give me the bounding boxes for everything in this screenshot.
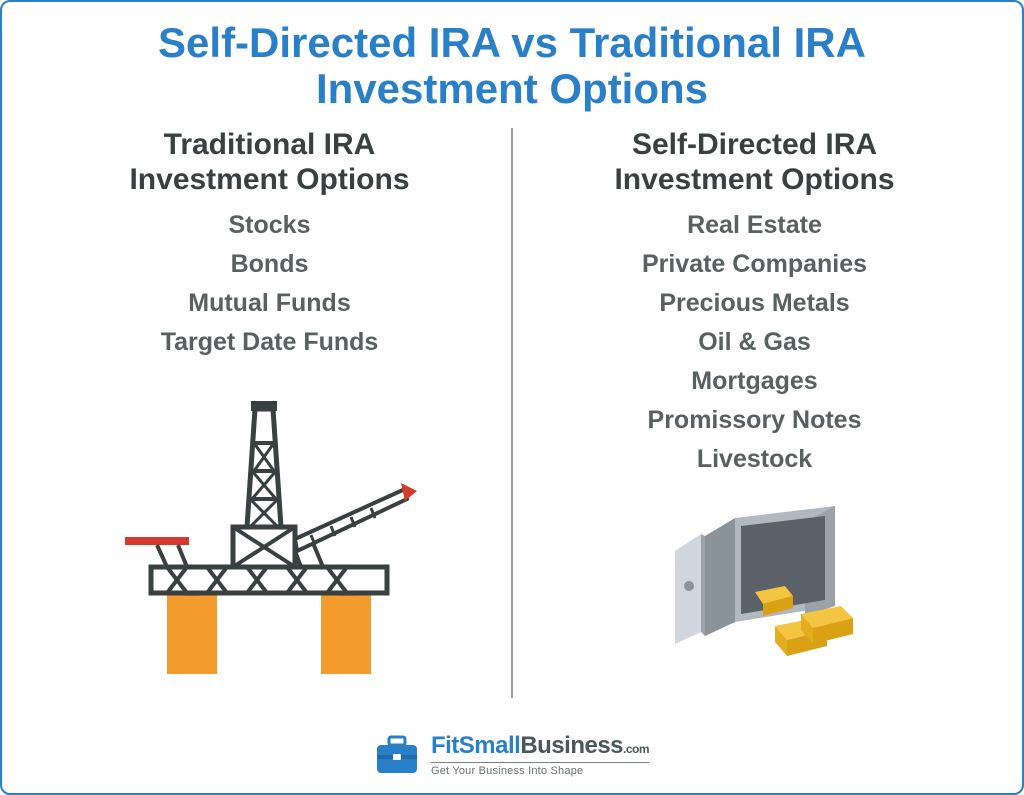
- list-item: Livestock: [537, 445, 972, 474]
- left-title-line2: Investment Options: [129, 163, 409, 196]
- list-item: Stocks: [52, 211, 487, 240]
- brand-name: FitSmallBusiness.com: [431, 732, 649, 760]
- right-title-line2: Investment Options: [614, 163, 894, 196]
- list-item: Bonds: [52, 250, 487, 279]
- list-item: Precious Metals: [537, 289, 972, 318]
- right-items-list: Real Estate Private Companies Precious M…: [537, 211, 972, 474]
- oil-rig-illustration: [52, 379, 487, 689]
- safe-gold-illustration: [537, 496, 972, 666]
- left-items-list: Stocks Bonds Mutual Funds Target Date Fu…: [52, 211, 487, 357]
- brand-business: Business: [520, 732, 623, 759]
- briefcase-icon: [375, 735, 419, 775]
- comparison-columns: Traditional IRA Investment Options Stock…: [2, 128, 1022, 698]
- oil-rig-icon: [115, 379, 425, 689]
- main-title: Self-Directed IRA vs Traditional IRA Inv…: [2, 2, 1022, 122]
- list-item: Promissory Notes: [537, 406, 972, 435]
- left-title-line1: Traditional IRA: [164, 128, 376, 161]
- tagline-wrap: Get Your Business Into Shape: [431, 762, 649, 777]
- list-item: Oil & Gas: [537, 328, 972, 357]
- list-item: Target Date Funds: [52, 328, 487, 357]
- right-column: Self-Directed IRA Investment Options Rea…: [517, 128, 992, 698]
- brand-small: Small: [459, 732, 521, 759]
- tagline: Get Your Business Into Shape: [431, 765, 649, 777]
- footer-brand-block: FitSmallBusiness.com Get Your Business I…: [431, 732, 649, 777]
- brand-fit: Fit: [431, 732, 459, 759]
- list-item: Mutual Funds: [52, 289, 487, 318]
- left-column: Traditional IRA Investment Options Stock…: [32, 128, 507, 698]
- list-item: Mortgages: [537, 367, 972, 396]
- brand-dotcom: .com: [623, 742, 649, 756]
- left-column-title: Traditional IRA Investment Options: [52, 128, 487, 197]
- list-item: Private Companies: [537, 250, 972, 279]
- footer: FitSmallBusiness.com Get Your Business I…: [2, 732, 1022, 777]
- right-title-line1: Self-Directed IRA: [632, 128, 877, 161]
- safe-icon: [645, 496, 865, 666]
- list-item: Real Estate: [537, 211, 972, 240]
- right-column-title: Self-Directed IRA Investment Options: [537, 128, 972, 197]
- column-divider: [511, 128, 513, 698]
